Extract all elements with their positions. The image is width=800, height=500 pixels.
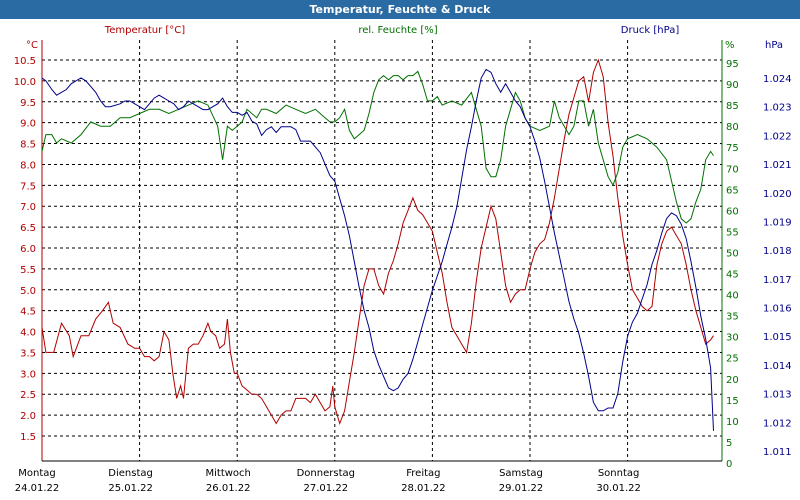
humidity-tick-label: 35 — [726, 312, 739, 323]
pressure-tick-label: 1.021 — [763, 160, 792, 171]
humidity-unit-label: % — [725, 40, 735, 51]
temperature-tick-label: 7.0 — [20, 202, 36, 213]
pressure-series-line — [41, 68, 714, 431]
x-tick-date: 25.01.22 — [108, 483, 153, 494]
pressure-tick-label: 1.023 — [763, 103, 792, 114]
temperature-tick-label: 2.5 — [20, 390, 36, 401]
temperature-tick-label: 10.5 — [14, 56, 36, 67]
x-tick-day: Dienstag — [108, 468, 153, 479]
pressure-tick-label: 1.018 — [763, 246, 792, 257]
grid — [42, 40, 722, 461]
humidity-tick-label: 30 — [726, 333, 739, 344]
temperature-unit-label: °C — [26, 40, 38, 51]
window-title: Temperatur, Feuchte & Druck — [0, 0, 800, 19]
x-tick-day: Freitag — [406, 468, 440, 479]
humidity-tick-label: 75 — [726, 143, 739, 154]
pressure-tick-label: 1.014 — [763, 361, 792, 372]
pressure-tick-label: 1.024 — [763, 74, 792, 85]
humidity-tick-label: 15 — [726, 396, 739, 407]
humidity-axis-title: rel. Feuchte [%] — [358, 25, 437, 36]
pressure-tick-label: 1.012 — [763, 418, 792, 429]
pressure-tick-label: 1.020 — [763, 189, 792, 200]
humidity-tick-label: 90 — [726, 80, 739, 91]
humidity-tick-label: 80 — [726, 122, 739, 133]
temperature-axis-title: Temperatur [°C] — [104, 25, 185, 36]
x-tick-date: 28.01.22 — [401, 483, 446, 494]
humidity-tick-label: 95 — [726, 59, 739, 70]
pressure-tick-label: 1.013 — [763, 390, 792, 401]
humidity-tick-label: 40 — [726, 291, 739, 302]
x-tick-day: Donnerstag — [297, 468, 355, 479]
temperature-tick-label: 1.5 — [20, 432, 36, 443]
humidity-tick-label: 25 — [726, 354, 739, 365]
temperature-tick-label: 8.0 — [20, 160, 36, 171]
humidity-tick-label: 10 — [726, 417, 739, 428]
pressure-unit-label: hPa — [765, 40, 783, 51]
x-axis: Montag 24.01.22 Dienstag 25.01.22 Mittwoch 26… — [15, 468, 641, 494]
humidity-tick-label: 85 — [726, 101, 739, 112]
humidity-series-line — [41, 70, 714, 224]
plot-frame — [41, 40, 723, 462]
pressure-axis-title: Druck [hPa] — [621, 25, 680, 36]
x-tick-date: 27.01.22 — [304, 483, 349, 494]
temperature-tick-label: 9.5 — [20, 98, 36, 109]
x-tick-date: 26.01.22 — [206, 483, 251, 494]
x-tick-day: Mittwoch — [206, 468, 251, 479]
humidity-tick-label: 45 — [726, 270, 739, 281]
temperature-tick-label: 9.0 — [20, 119, 36, 130]
pressure-tick-label: 1.015 — [763, 332, 792, 343]
x-tick-day: Sonntag — [598, 468, 640, 479]
temperature-tick-label: 4.0 — [20, 328, 36, 339]
temperature-tick-label: 7.5 — [20, 181, 36, 192]
temperature-tick-label: 5.0 — [20, 286, 36, 297]
humidity-tick-label: 0 — [726, 459, 732, 470]
temperature-tick-label: 6.0 — [20, 244, 36, 255]
temperature-axis: 1.5 2.0 2.5 3.0 3.5 4.0 4.5 5.0 5.5 6.0 6.5 7.0 7.5 8… — [14, 56, 36, 443]
pressure-tick-label: 1.022 — [763, 131, 792, 142]
humidity-tick-label: 60 — [726, 206, 739, 217]
series-group — [41, 58, 714, 431]
x-tick-day: Montag — [18, 468, 55, 479]
x-tick-date: 29.01.22 — [499, 483, 544, 494]
humidity-tick-label: 65 — [726, 185, 739, 196]
humidity-axis: 0 5 10 15 20 25 30 35 40 45 50 55 60 65 70 75 80 85 90 95 — [726, 59, 739, 470]
temperature-tick-label: 4.5 — [20, 307, 36, 318]
humidity-tick-label: 70 — [726, 164, 739, 175]
temperature-tick-label: 8.5 — [20, 140, 36, 151]
temperature-tick-label: 3.0 — [20, 369, 36, 380]
temperature-tick-label: 6.5 — [20, 223, 36, 234]
humidity-tick-label: 20 — [726, 375, 739, 386]
temperature-series-line — [41, 58, 714, 426]
pressure-tick-label: 1.016 — [763, 304, 792, 315]
temperature-tick-label: 2.0 — [20, 411, 36, 422]
pressure-tick-label: 1.019 — [763, 217, 792, 228]
pressure-tick-label: 1.011 — [763, 447, 792, 458]
temperature-tick-label: 10.0 — [14, 77, 36, 88]
x-tick-date: 30.01.22 — [596, 483, 641, 494]
weather-chart: 1.5 2.0 2.5 3.0 3.5 4.0 4.5 5.0 5.5 6.0 6.5 7.0 7.5 8… — [14, 25, 792, 494]
pressure-tick-label: 1.017 — [763, 275, 792, 286]
humidity-tick-label: 5 — [726, 438, 732, 449]
temperature-tick-label: 5.5 — [20, 265, 36, 276]
humidity-tick-label: 55 — [726, 227, 739, 238]
humidity-tick-label: 50 — [726, 248, 739, 259]
pressure-axis: 1.011 1.012 1.013 1.014 1.015 1.016 1.017 1.018… — [763, 74, 792, 458]
x-tick-day: Samstag — [499, 468, 543, 479]
x-tick-date: 24.01.22 — [15, 483, 60, 494]
temperature-tick-label: 3.5 — [20, 348, 36, 359]
